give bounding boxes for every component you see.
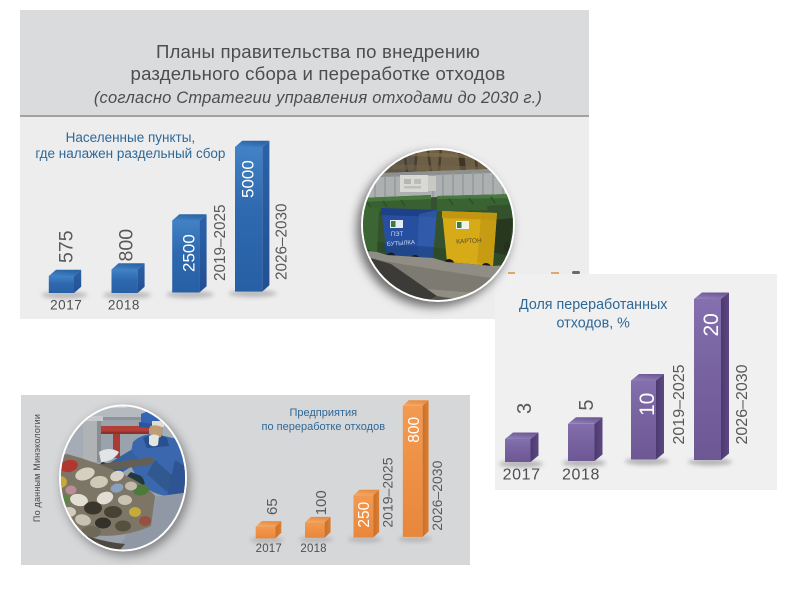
svg-text:2026–2030: 2026–2030	[734, 364, 751, 444]
svg-text:отходов, %: отходов, %	[557, 316, 631, 332]
svg-text:575: 575	[56, 230, 78, 263]
svg-text:2017: 2017	[256, 543, 282, 555]
svg-text:800: 800	[406, 417, 423, 443]
svg-text:2017: 2017	[50, 297, 82, 312]
svg-text:2019–2025: 2019–2025	[212, 204, 229, 281]
svg-text:ПЭТ: ПЭТ	[391, 232, 404, 238]
svg-text:Доля переработанных: Доля переработанных	[519, 297, 667, 313]
svg-text:5000: 5000	[239, 160, 258, 198]
svg-text:2026–2030: 2026–2030	[274, 203, 291, 280]
svg-text:2026–2030: 2026–2030	[429, 460, 445, 530]
svg-text:2018: 2018	[562, 467, 600, 484]
svg-text:Предприятия: Предприятия	[289, 407, 357, 419]
svg-text:где налажен раздельный сбор: где налажен раздельный сбор	[35, 146, 225, 161]
svg-text:КАРТОН: КАРТОН	[456, 237, 482, 245]
svg-text:5: 5	[576, 399, 598, 410]
svg-text:800: 800	[116, 229, 138, 262]
svg-text:2018: 2018	[108, 297, 140, 312]
svg-text:2017: 2017	[503, 467, 541, 484]
svg-text:2018: 2018	[300, 543, 326, 555]
svg-text:10: 10	[636, 393, 659, 416]
svg-text:3: 3	[514, 403, 536, 414]
svg-text:2019–2025: 2019–2025	[380, 457, 396, 527]
svg-text:по переработке отходов: по переработке отходов	[262, 421, 386, 433]
svg-text:БУТЫЛКА: БУТЫЛКА	[387, 240, 415, 248]
svg-text:20: 20	[700, 313, 723, 336]
svg-text:Населенные пункты,: Населенные пункты,	[66, 130, 196, 145]
svg-text:100: 100	[313, 490, 330, 515]
svg-text:250: 250	[356, 501, 373, 527]
svg-text:2019–2025: 2019–2025	[671, 364, 688, 444]
svg-text:65: 65	[264, 498, 281, 515]
svg-text:2500: 2500	[180, 234, 199, 272]
